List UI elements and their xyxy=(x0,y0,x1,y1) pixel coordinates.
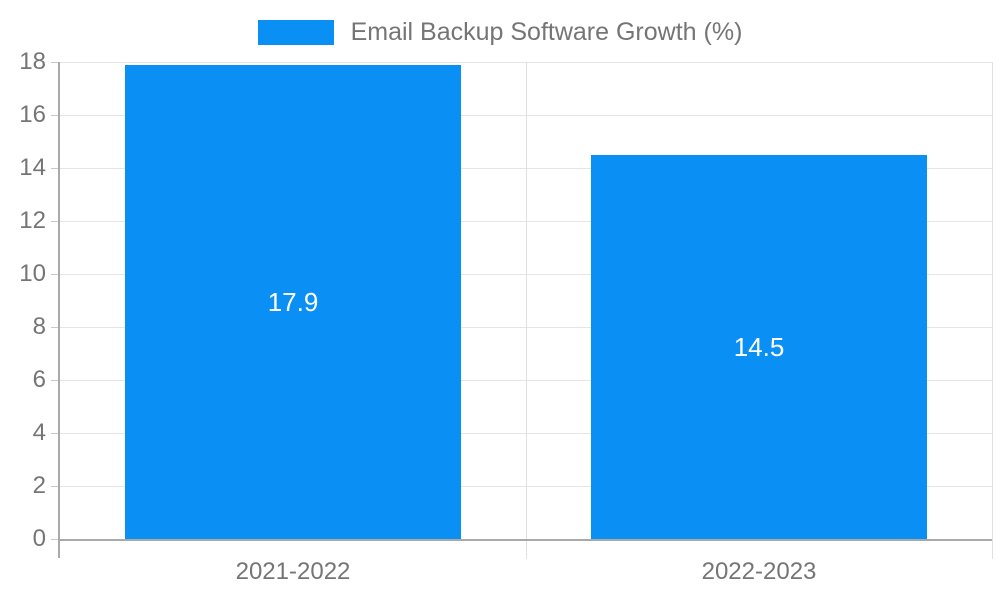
y-tick xyxy=(51,486,58,487)
y-tick xyxy=(51,380,58,381)
y-tick-label: 14 xyxy=(19,154,46,181)
y-tick-label: 2 xyxy=(32,472,46,499)
y-tick-label: 6 xyxy=(32,366,46,393)
y-tick xyxy=(51,327,58,328)
legend-label: Email Backup Software Growth (%) xyxy=(350,18,743,46)
y-tick xyxy=(51,115,58,116)
bar-value-label: 14.5 xyxy=(733,332,785,362)
y-tick-label: 8 xyxy=(32,313,46,340)
y-tick xyxy=(51,221,58,222)
y-tick-label: 18 xyxy=(19,48,46,75)
y-tick xyxy=(51,539,58,540)
x-tick-line xyxy=(992,62,993,559)
plot-area: 0 2 4 6 8 10 12 14 16 18 17.9 2021-2022 14.5 2022-202… xyxy=(19,50,993,585)
y-tick-label: 4 xyxy=(32,419,46,446)
bar-value-label: 17.9 xyxy=(267,287,319,317)
y-tick xyxy=(51,274,58,275)
legend: Email Backup Software Growth (%) xyxy=(0,18,1000,47)
y-tick-label: 12 xyxy=(19,207,46,234)
y-tick xyxy=(51,433,58,434)
x-category-label: 2021-2022 xyxy=(235,558,351,585)
y-tick xyxy=(51,168,58,169)
y-tick-label: 16 xyxy=(19,101,46,128)
y-tick-label: 0 xyxy=(32,525,46,552)
y-tick xyxy=(51,62,58,63)
bar xyxy=(591,155,927,539)
legend-swatch xyxy=(257,20,334,45)
x-axis-line xyxy=(60,539,992,541)
x-tick-line xyxy=(526,62,527,559)
x-category-label: 2022-2023 xyxy=(701,558,817,585)
y-axis-line xyxy=(58,62,60,558)
bar xyxy=(125,65,461,539)
y-tick-label: 10 xyxy=(19,260,46,287)
